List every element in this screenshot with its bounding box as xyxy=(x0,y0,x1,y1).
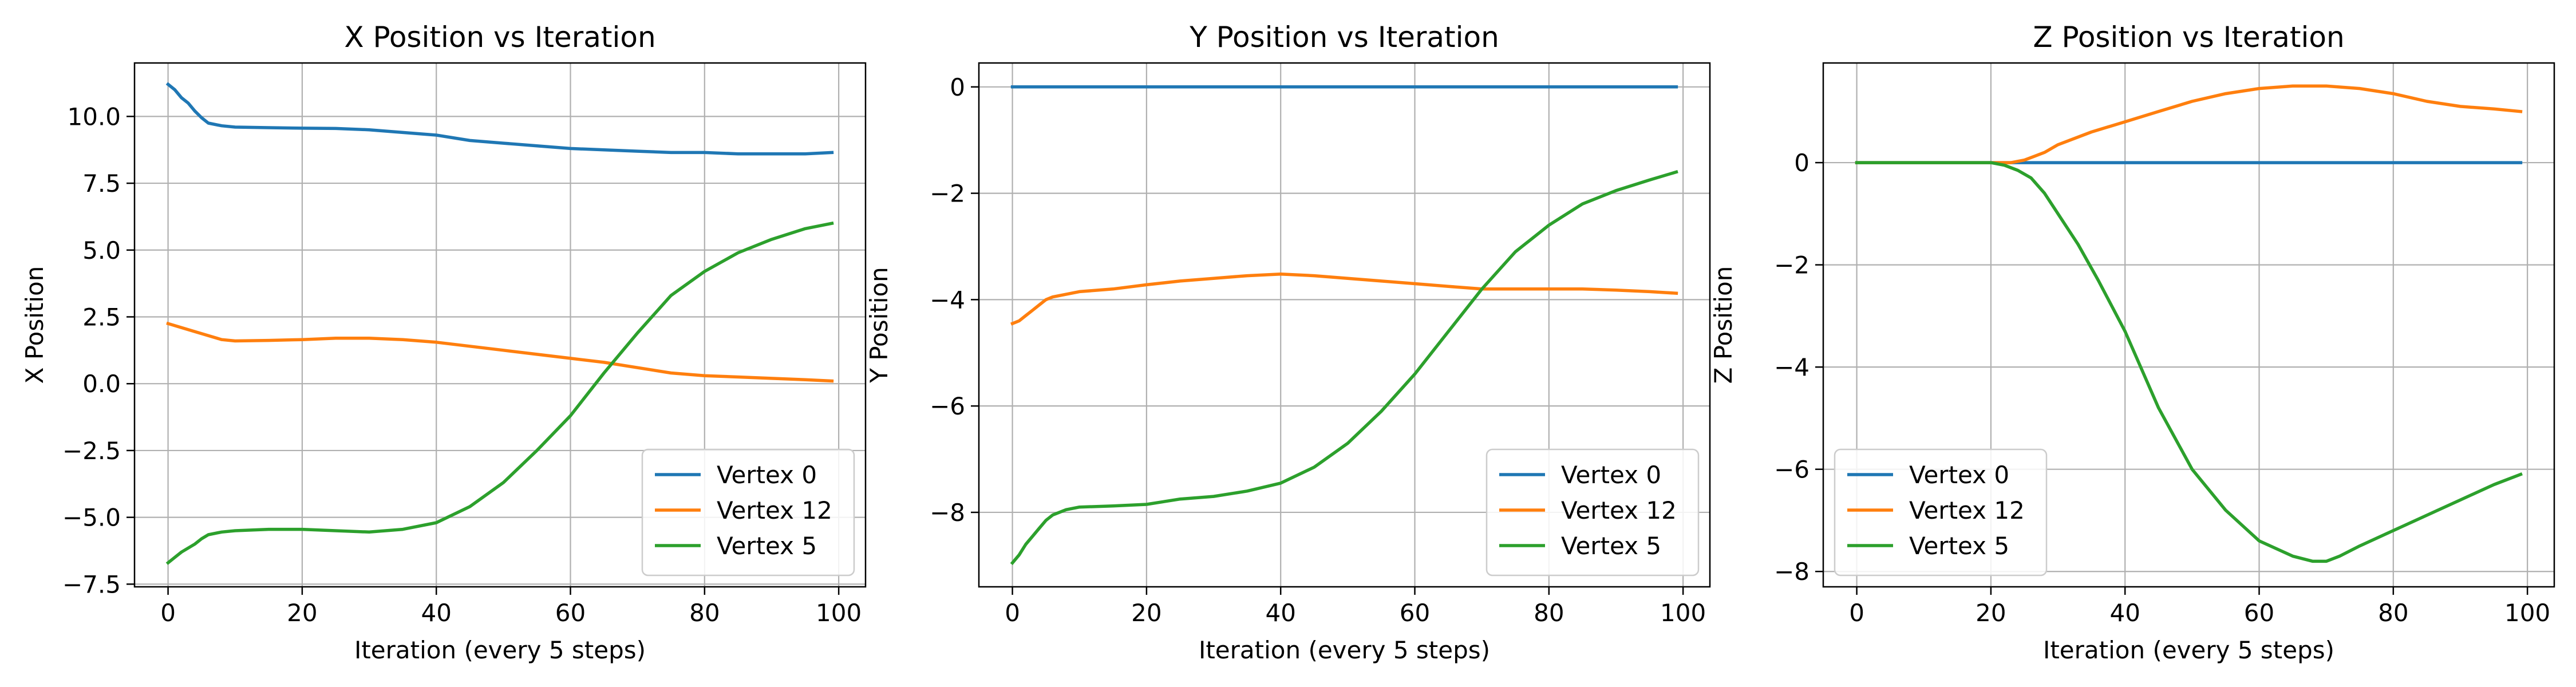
legend: Vertex 0 Vertex 12 Vertex 5 xyxy=(641,448,855,577)
x-tick-label: 80 xyxy=(689,599,720,627)
legend-label: Vertex 5 xyxy=(717,532,817,560)
y-tick-label: 0 xyxy=(1794,149,1809,177)
y-axis-label: X Position xyxy=(21,266,49,384)
chart-title: Y Position vs Iteration xyxy=(1189,21,1499,54)
y-tick-label: −5.0 xyxy=(62,504,121,532)
legend: Vertex 0 Vertex 12 Vertex 5 xyxy=(1834,448,2048,577)
chart-panel-1: 0 20 40 60 80 100 −7.5 −5.0 −2.5 0.0 2.5 5.0 7.5 10.0… xyxy=(21,21,867,664)
y-tick-label: −4 xyxy=(1774,353,1809,381)
x-tick-label: 100 xyxy=(816,599,862,627)
x-axis-label: Iteration (every 5 steps) xyxy=(2043,636,2334,664)
series-line-vertex-5 xyxy=(1010,169,1678,566)
plot-frame xyxy=(978,62,1711,588)
x-axis-label: Iteration (every 5 steps) xyxy=(1199,636,1490,664)
legend-box xyxy=(1834,448,2048,577)
legend-label: Vertex 5 xyxy=(1561,532,1661,560)
y-tick-label: −2 xyxy=(930,180,965,208)
x-tick-label: 100 xyxy=(1660,599,1706,627)
legend-box xyxy=(1485,448,1700,577)
x-tick-label: 40 xyxy=(2109,599,2140,627)
x-tick-label: 100 xyxy=(2504,599,2550,627)
plot-frame xyxy=(1822,62,2555,588)
x-tick-label: 80 xyxy=(2378,599,2408,627)
series-line-vertex-5 xyxy=(1855,161,2523,563)
y-tick-label: −7.5 xyxy=(62,570,121,598)
x-tick-label: 60 xyxy=(1400,599,1430,627)
y-tick-label: −8 xyxy=(1774,558,1809,586)
x-tick-label: 40 xyxy=(421,599,451,627)
y-tick-label: −6 xyxy=(930,392,965,420)
legend-label: Vertex 12 xyxy=(1561,496,1677,524)
y-tick-label: −8 xyxy=(930,499,965,527)
legend-label: Vertex 0 xyxy=(717,461,817,489)
x-tick-label: 0 xyxy=(160,599,176,627)
y-axis-label: Z Position xyxy=(1709,266,1737,384)
x-axis-label: Iteration (every 5 steps) xyxy=(354,636,646,664)
y-axis-label: Y Position xyxy=(865,267,893,384)
y-tick-label: 7.5 xyxy=(82,169,121,198)
x-tick-label: 20 xyxy=(287,599,317,627)
y-tick-label: −2 xyxy=(1774,251,1809,279)
x-tick-label: 0 xyxy=(1005,599,1020,627)
y-tick-label: −2.5 xyxy=(62,437,121,465)
series-line-vertex-5 xyxy=(165,221,834,565)
legend-label: Vertex 0 xyxy=(1909,461,2009,489)
y-tick-label: 0.0 xyxy=(82,370,121,398)
x-tick-label: 60 xyxy=(555,599,586,627)
legend-label: Vertex 12 xyxy=(1909,496,2025,524)
chart-title: X Position vs Iteration xyxy=(344,21,655,54)
series-line-vertex-0 xyxy=(165,82,834,156)
legend: Vertex 0 Vertex 12 Vertex 5 xyxy=(1485,448,1700,577)
series-line-vertex-12 xyxy=(1010,273,1678,326)
legend-label: Vertex 12 xyxy=(717,496,832,524)
y-tick-label: 5.0 xyxy=(82,236,121,264)
legend-label: Vertex 0 xyxy=(1561,461,1661,489)
x-tick-label: 80 xyxy=(1534,599,1564,627)
x-tick-label: 40 xyxy=(1265,599,1295,627)
y-tick-label: 0 xyxy=(950,73,965,101)
y-tick-label: 2.5 xyxy=(82,303,121,331)
x-tick-label: 0 xyxy=(1849,599,1864,627)
series-line-vertex-12 xyxy=(1855,84,2523,164)
x-tick-label: 20 xyxy=(1131,599,1161,627)
series-line-vertex-12 xyxy=(166,321,834,383)
chart-panel-3: 0 20 40 60 80 100 −8 −6 −4 −2 0 Z Position vs Itera… xyxy=(1709,21,2555,664)
legend-box xyxy=(641,448,855,577)
legend-label: Vertex 5 xyxy=(1909,532,2009,560)
x-tick-label: 60 xyxy=(2244,599,2274,627)
y-tick-label: 10.0 xyxy=(67,102,121,131)
plot-frame xyxy=(133,62,867,588)
x-tick-label: 20 xyxy=(1976,599,2006,627)
chart-title: Z Position vs Iteration xyxy=(2033,21,2344,54)
chart-panel-2: 0 20 40 60 80 100 −8 −6 −4 −2 0 Y Position vs Itera… xyxy=(865,21,1711,664)
y-tick-label: −4 xyxy=(930,286,965,314)
y-tick-label: −6 xyxy=(1774,456,1809,484)
